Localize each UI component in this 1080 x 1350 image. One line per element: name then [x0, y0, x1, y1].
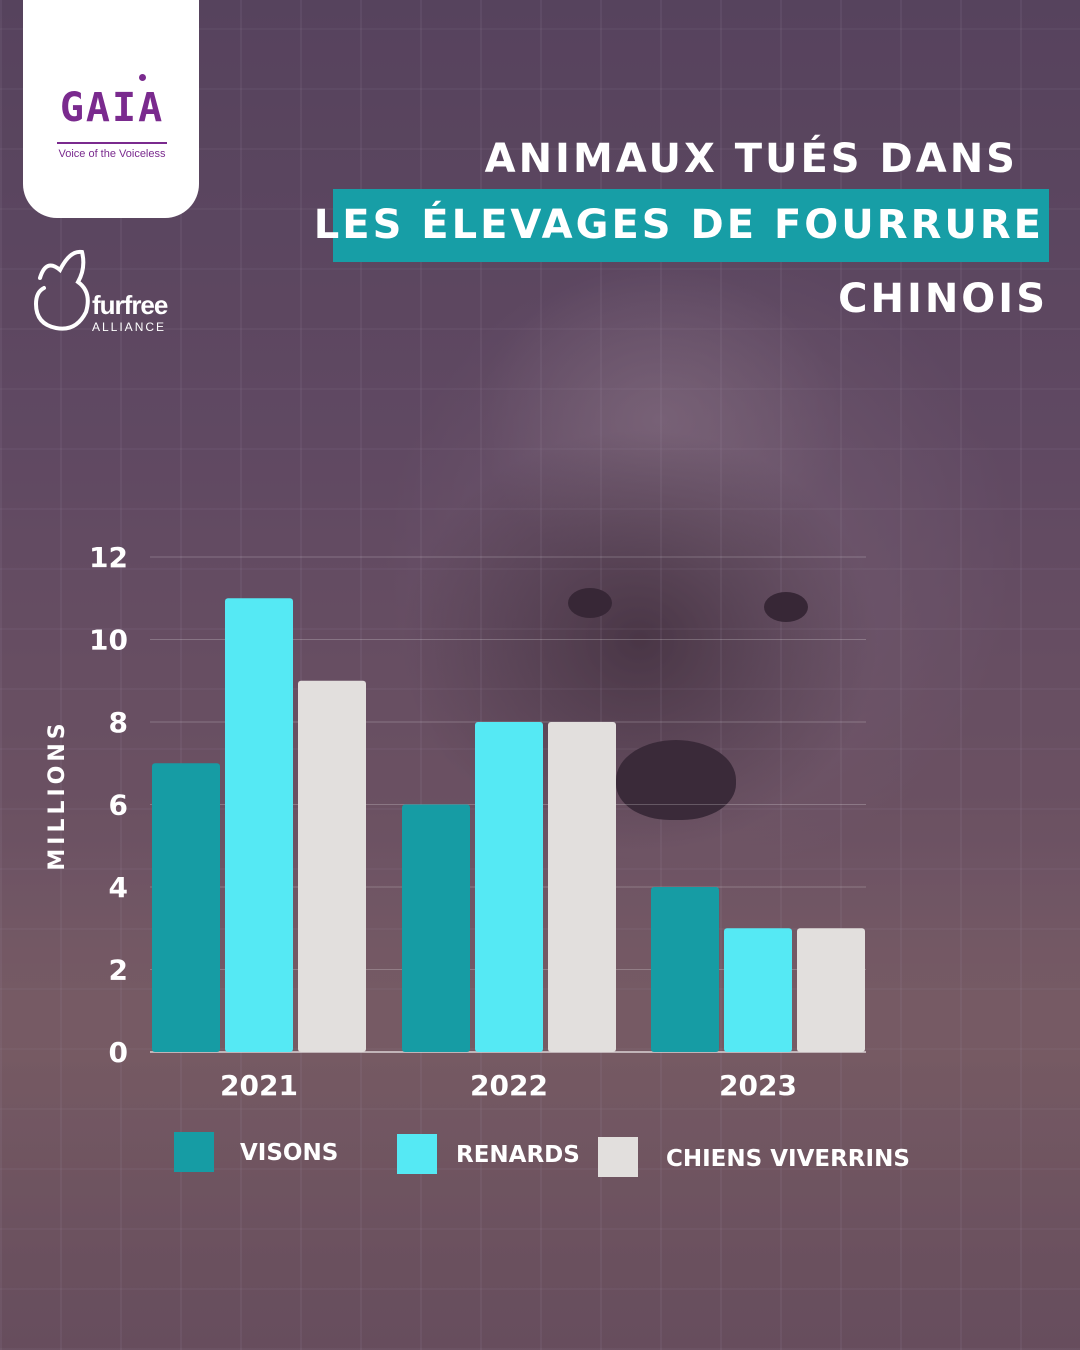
legend-swatch-visons [174, 1132, 214, 1172]
legend-label-visons: VISONS [240, 1140, 339, 1166]
y-tick-label: 4 [109, 871, 128, 904]
gaia-logo-text: GAIA [59, 85, 165, 131]
gaia-tagline: Voice of the Voiceless [58, 148, 166, 160]
bar-2021-renards [225, 598, 293, 1052]
title-line-2: LES ÉLEVAGES DE FOURRURE [313, 202, 1044, 248]
title-highlight-box [333, 189, 1049, 262]
fur-free-logo-text: furfree [92, 290, 168, 320]
animal-eye-left [568, 588, 612, 618]
chart-x-categories: 2021 2022 2023 [220, 1069, 797, 1102]
gaia-logo-underline [57, 142, 167, 144]
y-tick-label: 2 [109, 954, 128, 987]
y-tick-label: 6 [109, 789, 128, 822]
legend-label-renards: RENARDS [456, 1142, 580, 1168]
x-category-label: 2022 [470, 1069, 548, 1102]
gaia-logo-dot [139, 74, 146, 81]
legend-swatch-chiens-viverrins [598, 1137, 638, 1177]
animal-nose [616, 740, 736, 820]
y-tick-label: 10 [89, 624, 128, 657]
legend-label-chiens-viverrins: CHIENS VIVERRINS [666, 1146, 910, 1172]
bar-2021-chiens-viverrins [298, 680, 366, 1052]
fur-free-alliance-logo-icon [33, 249, 90, 331]
x-category-label: 2023 [719, 1069, 797, 1102]
chart-bars [152, 598, 865, 1052]
y-tick-label: 8 [109, 706, 128, 739]
y-tick-label: 12 [89, 541, 128, 574]
legend-swatch-renards [397, 1134, 437, 1174]
title-line-1: ANIMAUX TUÉS DANS [484, 136, 1018, 182]
bar-2022-renards [475, 722, 543, 1052]
y-axis-label: MILLIONS [45, 719, 70, 870]
bar-2021-visons [152, 763, 220, 1052]
alliance-logo-text: ALLIANCE [92, 320, 167, 334]
bar-2023-chiens-viverrins [797, 928, 865, 1052]
x-category-label: 2021 [220, 1069, 298, 1102]
y-tick-label: 0 [109, 1036, 128, 1069]
bar-2022-visons [402, 804, 470, 1052]
chart-y-ticks: 0 2 4 6 8 10 12 [89, 541, 128, 1069]
title-line-3: CHINOIS [838, 276, 1048, 322]
bar-2022-chiens-viverrins [548, 722, 616, 1052]
gaia-logo-card[interactable]: GAIA Voice of the Voiceless [23, 0, 199, 218]
animal-eye-right [764, 592, 808, 622]
bar-2023-visons [651, 887, 719, 1052]
bar-2023-renards [724, 928, 792, 1052]
